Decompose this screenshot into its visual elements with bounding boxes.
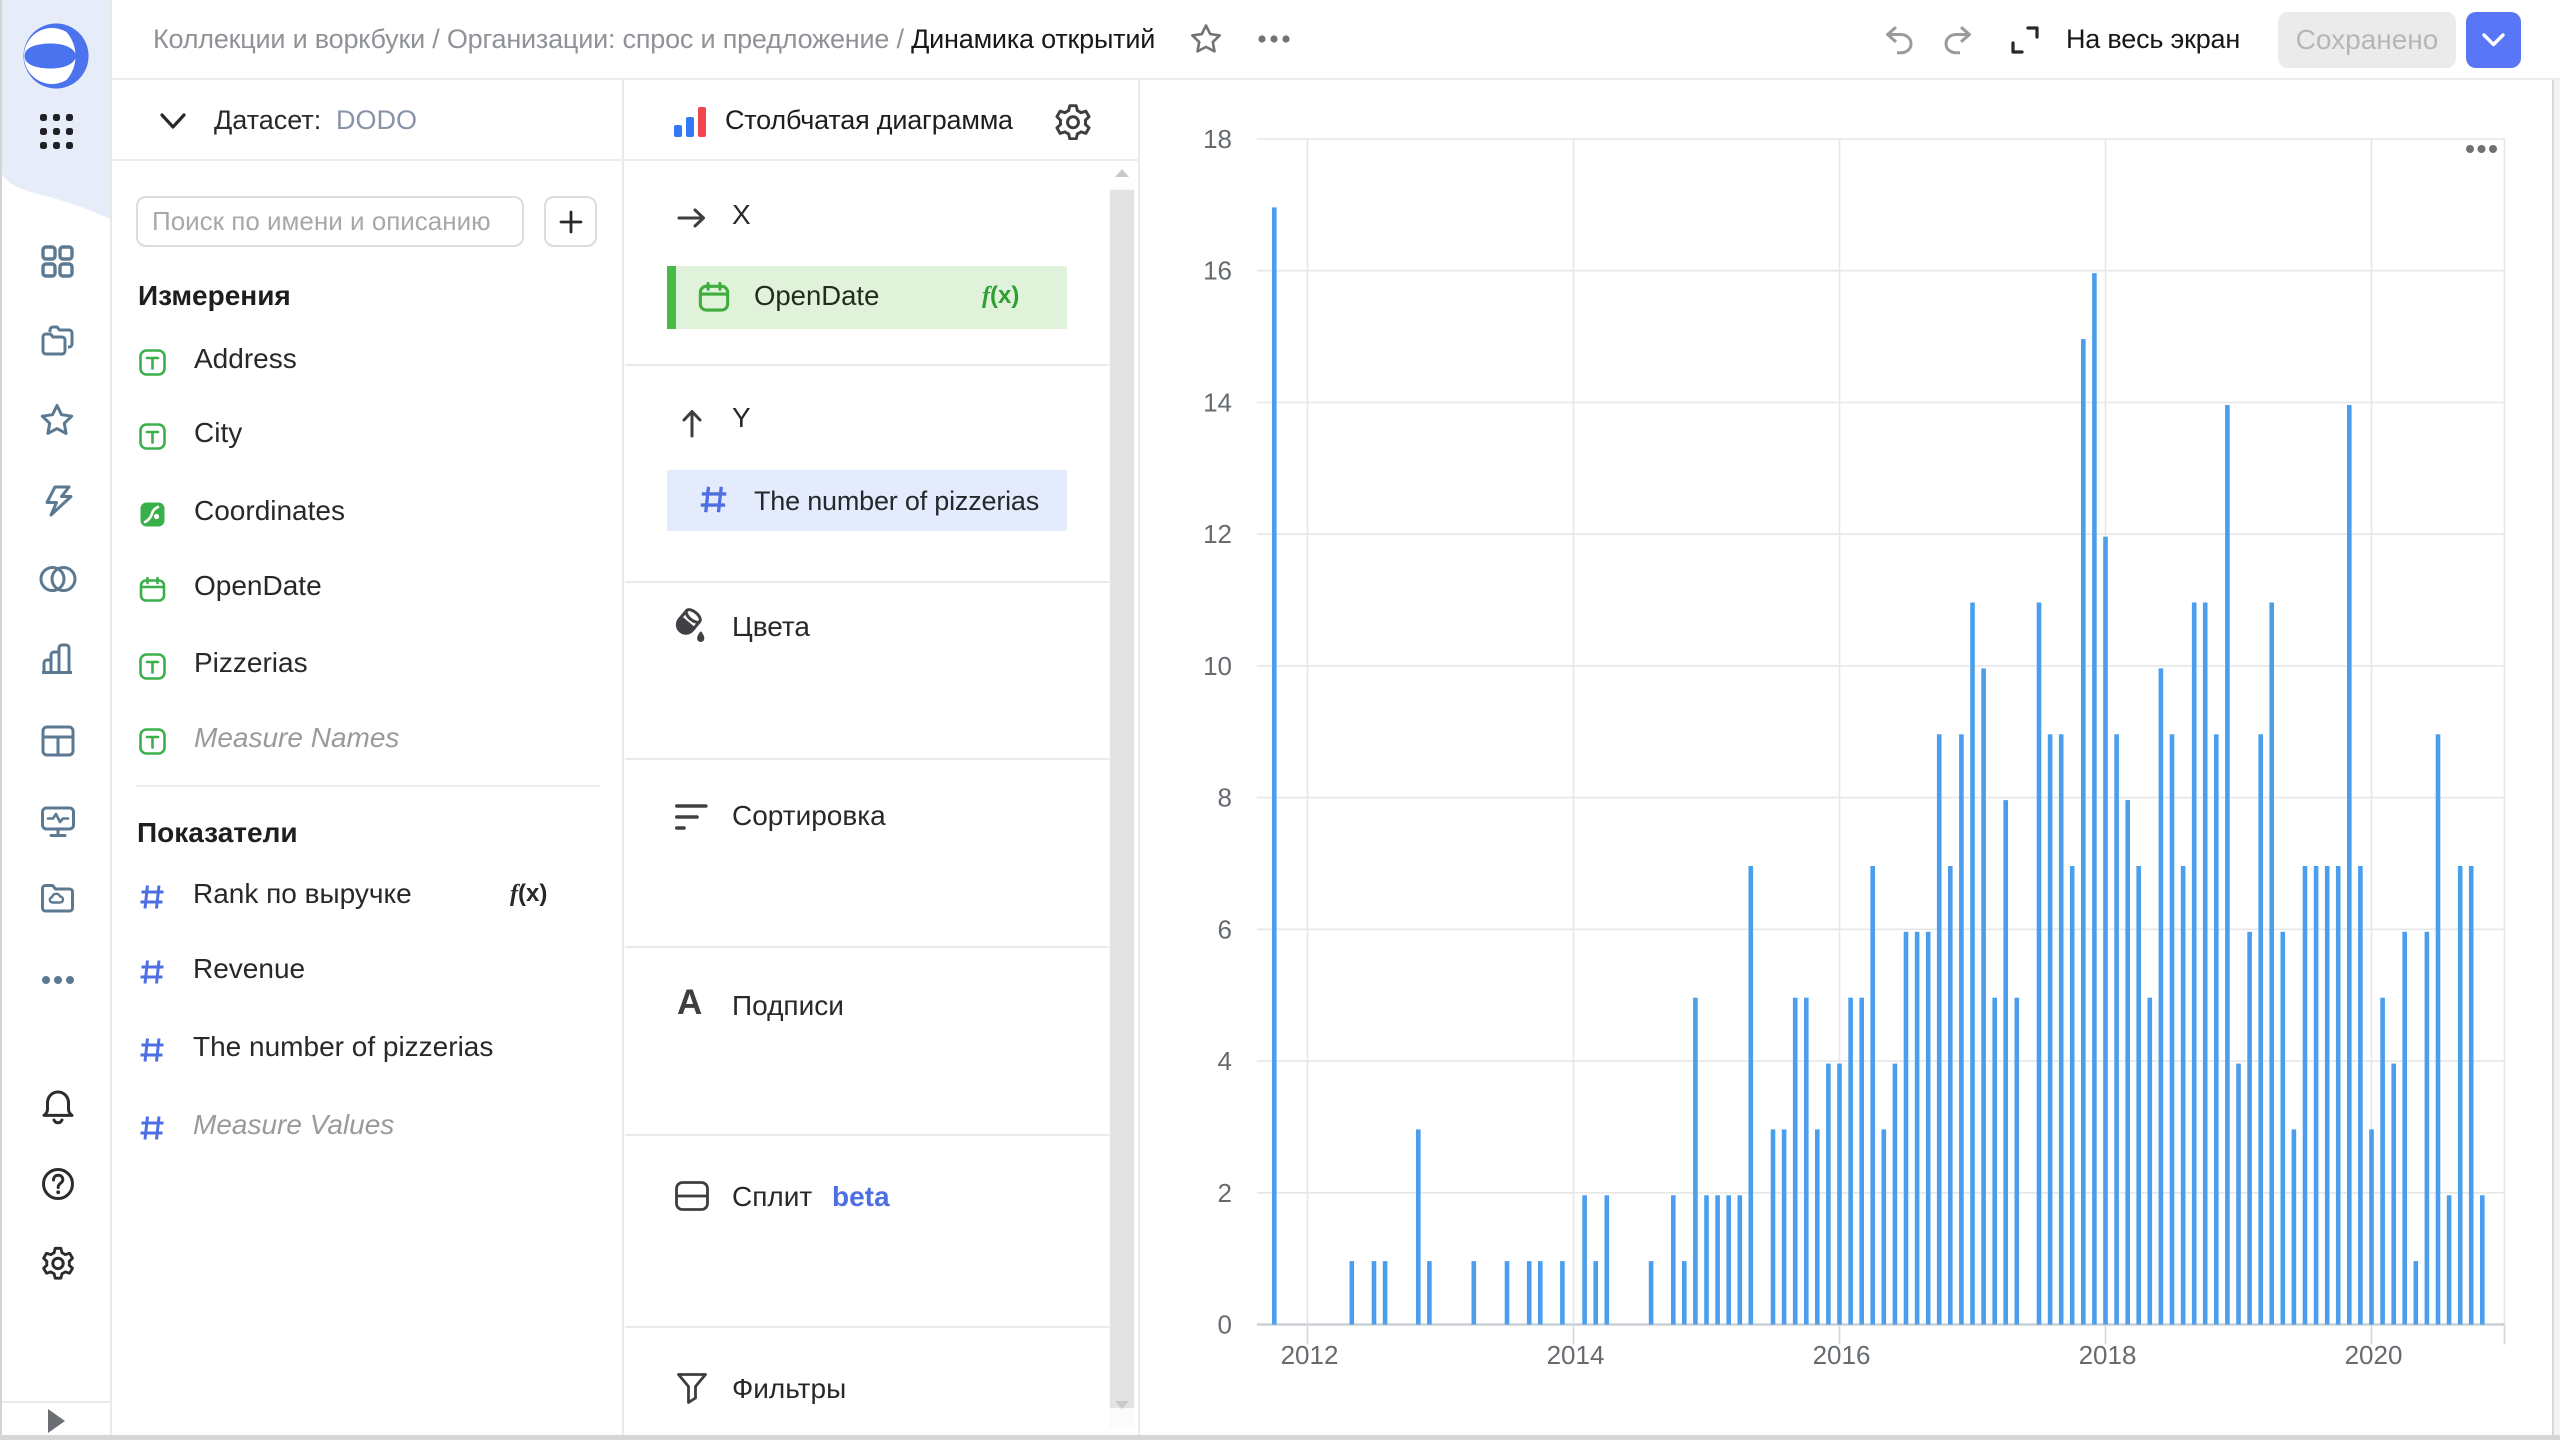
svg-text:2014: 2014 [1547,1340,1605,1370]
svg-text:2016: 2016 [1813,1340,1871,1370]
svg-text:2012: 2012 [1281,1340,1339,1370]
svg-text:8: 8 [1218,783,1232,813]
svg-text:2018: 2018 [2079,1340,2137,1370]
svg-text:10: 10 [1203,651,1232,681]
svg-text:18: 18 [1203,124,1232,154]
svg-text:0: 0 [1218,1310,1232,1340]
svg-text:12: 12 [1203,519,1232,549]
svg-text:2: 2 [1218,1178,1232,1208]
svg-text:4: 4 [1218,1046,1232,1076]
svg-text:16: 16 [1203,256,1232,286]
svg-text:2020: 2020 [2345,1340,2403,1370]
svg-text:14: 14 [1203,388,1232,418]
svg-text:6: 6 [1218,914,1232,944]
